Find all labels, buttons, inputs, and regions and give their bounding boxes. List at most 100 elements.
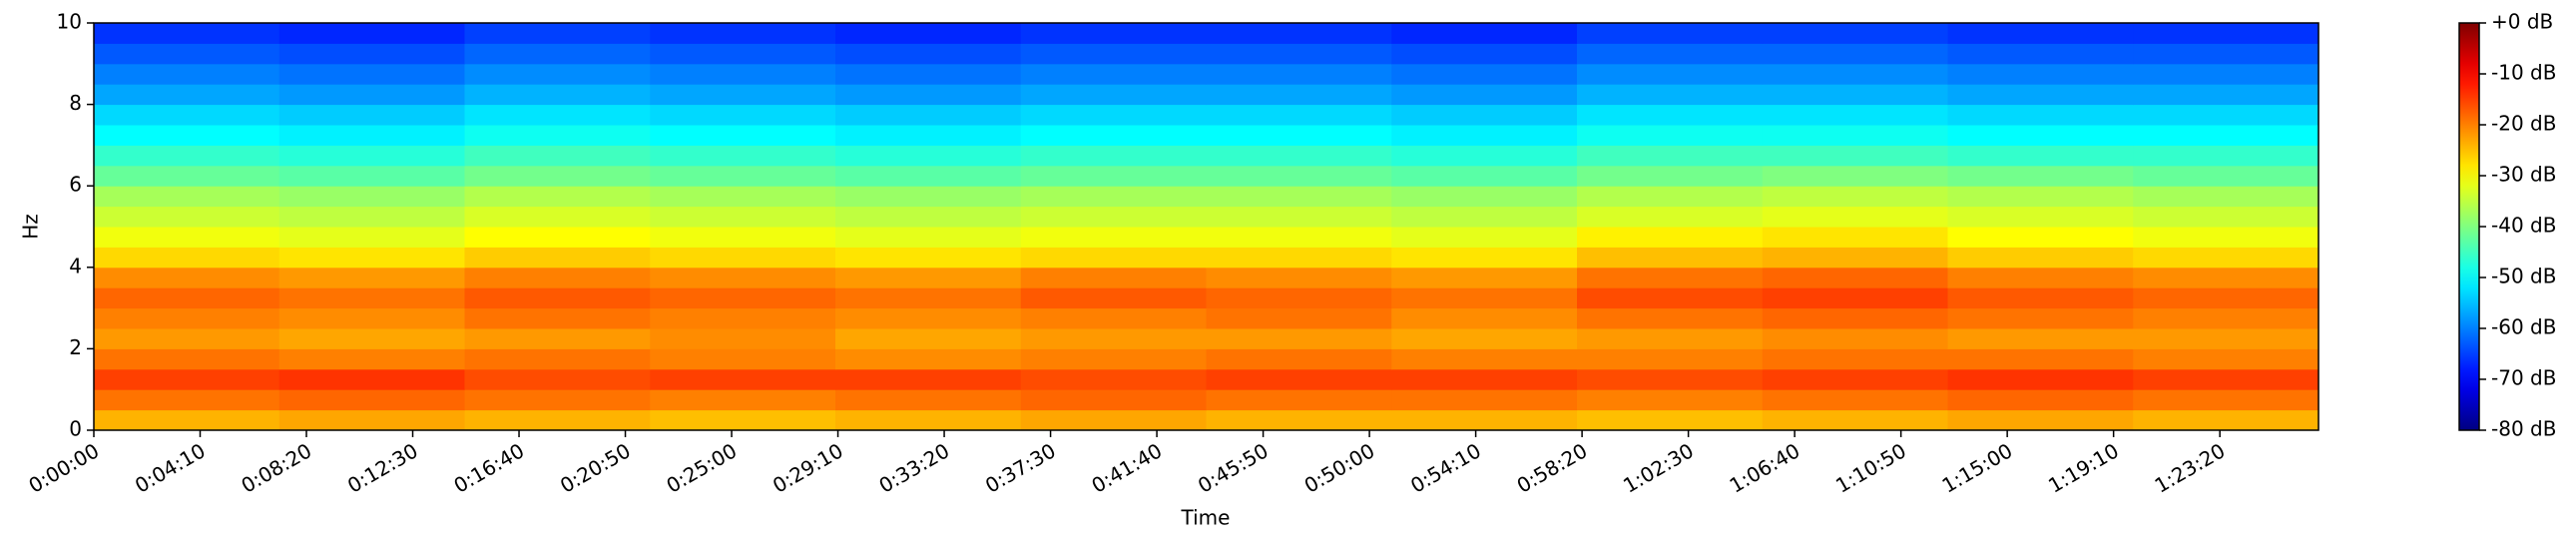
heatmap-cell: [1206, 206, 1392, 228]
x-tick-label: 0:00:00: [24, 438, 103, 497]
heatmap-cell: [464, 287, 651, 309]
heatmap-cell: [1020, 348, 1207, 370]
x-axis-label: Time: [1181, 506, 1231, 530]
heatmap-cell: [1020, 23, 1207, 44]
colorbar-tick-label: -70 dB: [2491, 366, 2556, 390]
heatmap-cell: [1206, 307, 1392, 329]
heatmap-cell: [1762, 287, 1948, 309]
x-tick-label: 0:16:40: [450, 438, 529, 497]
heatmap-cell: [1391, 267, 1578, 288]
heatmap-cell: [1020, 186, 1207, 208]
heatmap-cell: [1762, 145, 1948, 167]
heatmap-cell: [1762, 247, 1948, 269]
heatmap-cell: [1020, 368, 1207, 390]
heatmap-cell: [1577, 145, 1764, 167]
heatmap-cell: [1762, 165, 1948, 187]
heatmap-cell: [835, 389, 1022, 411]
y-tick-label: 0: [69, 417, 82, 441]
heatmap-cell: [1947, 63, 2134, 85]
x-tick-label: 0:25:00: [663, 438, 742, 497]
heatmap-cell: [1577, 84, 1764, 106]
heatmap-cell: [1762, 389, 1948, 411]
heatmap-cell: [1391, 389, 1578, 411]
heatmap-cell: [1762, 348, 1948, 370]
heatmap-cell: [1947, 227, 2134, 248]
heatmap-cell: [278, 368, 465, 390]
heatmap-cell: [464, 307, 651, 329]
heatmap-cell: [1206, 389, 1392, 411]
x-tick-label: 0:41:40: [1088, 438, 1167, 497]
heatmap-cell: [1020, 328, 1207, 349]
heatmap-cell: [1762, 84, 1948, 106]
heatmap-cell: [94, 206, 280, 228]
heatmap-cell: [1391, 409, 1578, 431]
heatmap-cell: [2133, 206, 2319, 228]
heatmap-cell: [278, 43, 465, 65]
heatmap-cell: [1947, 84, 2134, 106]
heatmap-cell: [1206, 368, 1392, 390]
heatmap-cell: [1206, 125, 1392, 146]
heatmap-cell: [650, 247, 836, 269]
heatmap-cell: [650, 165, 836, 187]
heatmap-cell: [464, 206, 651, 228]
heatmap-cell: [650, 43, 836, 65]
heatmap-cell: [1577, 23, 1764, 44]
heatmap-cell: [1947, 328, 2134, 349]
heatmap-cell: [1206, 63, 1392, 85]
heatmap-cell: [835, 247, 1022, 269]
x-tick-label: 1:19:10: [2044, 438, 2123, 497]
heatmap-cell: [1206, 145, 1392, 167]
heatmap-cell: [1020, 125, 1207, 146]
heatmap-cell: [94, 409, 280, 431]
heatmap-cell: [1762, 186, 1948, 208]
heatmap-cell: [94, 84, 280, 106]
colorbar-tick-label: -60 dB: [2491, 315, 2556, 339]
heatmap-cell: [278, 409, 465, 431]
heatmap-cell: [2133, 125, 2319, 146]
heatmap-cell: [1391, 84, 1578, 106]
heatmap-cell: [464, 104, 651, 126]
heatmap-cell: [1577, 409, 1764, 431]
heatmap-cell: [94, 348, 280, 370]
heatmap-cell: [650, 84, 836, 106]
heatmap-cell: [2133, 328, 2319, 349]
colorbar-tick-label: -10 dB: [2491, 61, 2556, 85]
plot-frame: [93, 22, 2319, 431]
heatmap-cell: [1391, 125, 1578, 146]
heatmap-cell: [1020, 389, 1207, 411]
x-tick-label: 1:06:40: [1726, 438, 1804, 497]
heatmap-cell: [94, 247, 280, 269]
heatmap-cell: [1762, 125, 1948, 146]
heatmap-cell: [464, 227, 651, 248]
heatmap-cell: [1947, 125, 2134, 146]
heatmap-cell: [464, 145, 651, 167]
heatmap-cell: [2133, 227, 2319, 248]
heatmap-cell: [1577, 43, 1764, 65]
heatmap-cell: [1577, 247, 1764, 269]
heatmap-cell: [278, 206, 465, 228]
heatmap-cell: [1206, 104, 1392, 126]
heatmap-cell: [1391, 145, 1578, 167]
heatmap-cell: [1577, 328, 1764, 349]
heatmap-cell: [94, 389, 280, 411]
heatmap-cell: [835, 328, 1022, 349]
heatmap-cell: [1577, 227, 1764, 248]
heatmap-cell: [1020, 84, 1207, 106]
heatmap-cell: [1947, 186, 2134, 208]
heatmap-cell: [1206, 409, 1392, 431]
heatmap-cell: [1206, 287, 1392, 309]
x-tick-label: 0:33:20: [875, 438, 954, 497]
heatmap-cell: [278, 389, 465, 411]
heatmap-cell: [650, 186, 836, 208]
heatmap-cell: [1391, 227, 1578, 248]
heatmap-cell: [464, 63, 651, 85]
heatmap-cell: [278, 267, 465, 288]
heatmap-cell: [1020, 206, 1207, 228]
heatmap-cell: [1391, 104, 1578, 126]
heatmap-cell: [1762, 43, 1948, 65]
heatmap-cell: [464, 348, 651, 370]
heatmap-cell: [1206, 186, 1392, 208]
x-tick-label: 0:29:10: [769, 438, 847, 497]
colorbar-tick-label: -20 dB: [2491, 112, 2556, 136]
heatmap-cell: [1947, 287, 2134, 309]
